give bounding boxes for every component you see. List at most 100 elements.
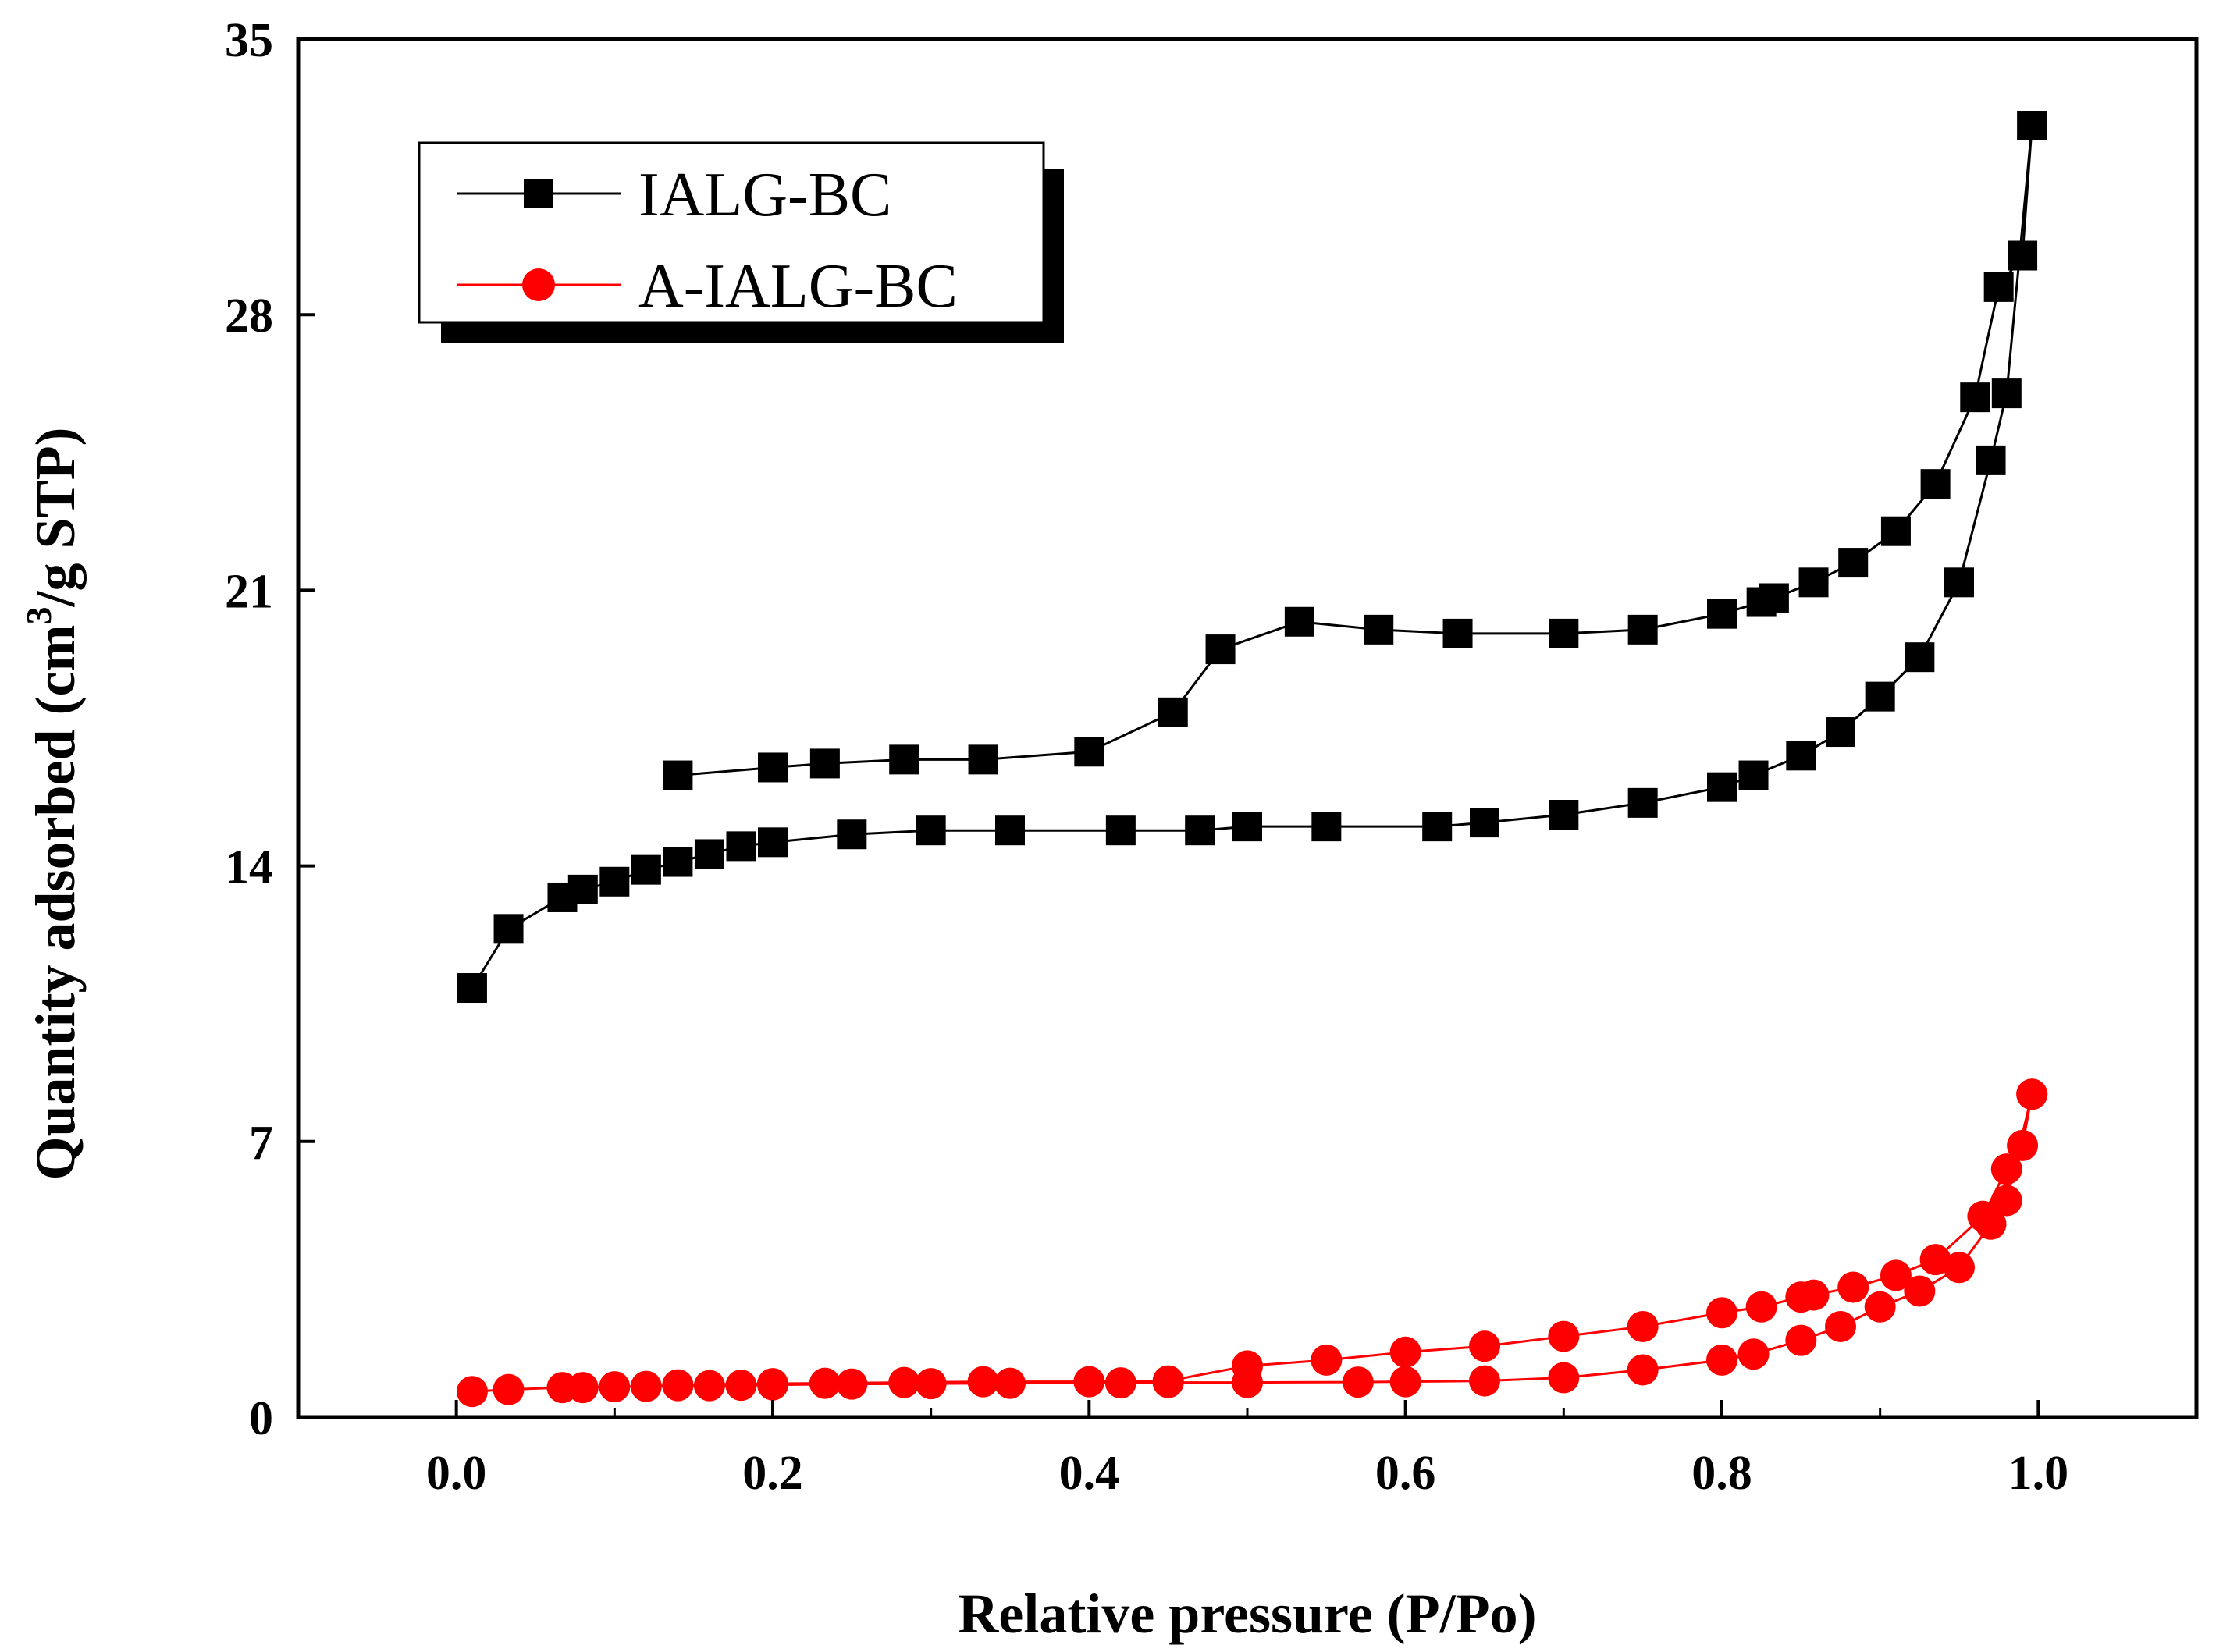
- ialg-bc-adsorption-point: [1232, 812, 1262, 842]
- a-ialg-bc-adsorption-point: [1104, 1367, 1136, 1399]
- legend-marker-a-ialg-bc: [522, 268, 555, 301]
- ialg-bc-adsorption-point: [916, 815, 946, 846]
- ialg-bc-adsorption-point: [758, 827, 788, 858]
- ialg-bc-desorption-point: [2008, 240, 2038, 271]
- ialg-bc-desorption-point: [889, 744, 919, 775]
- ialg-bc-desorption-point: [758, 752, 788, 783]
- a-ialg-bc-adsorption-point: [1864, 1291, 1896, 1323]
- a-ialg-bc-adsorption-point: [1825, 1310, 1856, 1342]
- legend-marker-ialg-bc: [524, 179, 553, 208]
- y-axis-title-main: Quantity adsorbed (cm: [24, 625, 87, 1181]
- ialg-bc-adsorption-point: [1991, 378, 2022, 409]
- a-ialg-bc-adsorption-point: [1944, 1252, 1975, 1284]
- a-ialg-bc-adsorption-point: [836, 1368, 868, 1400]
- series-a-ialg-bc: [456, 1078, 2048, 1408]
- ialg-bc-desorption-point: [968, 744, 998, 775]
- y-tick-label: 14: [225, 841, 273, 894]
- x-tick-label: 0.6: [1375, 1447, 1436, 1500]
- a-ialg-bc-desorption-point: [1745, 1291, 1777, 1323]
- a-ialg-bc-desorption-point: [662, 1369, 694, 1401]
- a-ialg-bc-desorption-point: [1627, 1310, 1659, 1342]
- ialg-bc-adsorption-point: [1311, 812, 1342, 842]
- y-tick-label: 28: [225, 290, 273, 343]
- a-ialg-bc-adsorption-point: [1469, 1365, 1500, 1397]
- a-ialg-bc-desorption-point: [1548, 1320, 1580, 1352]
- ialg-bc-desorption-point: [1838, 548, 1869, 578]
- x-tick-label: 0.2: [742, 1447, 803, 1500]
- a-ialg-bc-desorption-point: [967, 1366, 999, 1398]
- ialg-bc-adsorption-point: [1549, 800, 1579, 830]
- ialg-bc-desorption-point: [1880, 516, 1911, 546]
- ialg-bc-adsorption-point: [1422, 812, 1453, 842]
- ialg-bc-desorption-point: [1442, 618, 1473, 648]
- x-tick-label: 0.4: [1059, 1447, 1120, 1500]
- a-ialg-bc-desorption-point: [1706, 1297, 1737, 1329]
- y-tick-label: 7: [249, 1117, 273, 1170]
- ialg-bc-desorption-point: [1746, 587, 1777, 617]
- ialg-bc-desorption-point: [663, 760, 693, 790]
- a-ialg-bc-desorption-point: [1919, 1244, 1951, 1276]
- axis-ticks: 0.0 0.2 0.4 0.6 0.8 1.0 0 7 14 21 28 35: [225, 14, 2198, 1500]
- a-ialg-bc-desorption-point: [1785, 1281, 1817, 1313]
- a-ialg-bc-adsorption-point: [1548, 1362, 1580, 1394]
- ialg-bc-adsorption-point: [1976, 445, 2006, 475]
- a-ialg-bc-adsorption-point: [1627, 1354, 1659, 1386]
- a-ialg-bc-desorption-point: [1311, 1344, 1343, 1376]
- ialg-bc-adsorption-point: [493, 914, 524, 944]
- ialg-bc-adsorption-point: [694, 839, 724, 869]
- ialg-bc-desorption-point: [2017, 111, 2047, 141]
- legend: IALG-BC A-IALG-BC: [418, 141, 1064, 343]
- a-ialg-bc-adsorption-point: [1785, 1324, 1817, 1356]
- data-marks: [456, 111, 2048, 1408]
- ialg-bc-adsorption-point: [1185, 815, 1215, 846]
- ialg-bc-adsorption-point: [1105, 815, 1136, 846]
- ialg-bc-adsorption-point: [1944, 567, 1974, 598]
- series-ialg-bc: [457, 111, 2047, 1004]
- ialg-bc-adsorption-point: [1738, 760, 1769, 790]
- ialg-bc-desorption-point: [1364, 614, 1394, 645]
- x-tick-label: 0.8: [1691, 1447, 1752, 1500]
- y-axis-title-unit: /g STP): [24, 427, 87, 607]
- a-ialg-bc-adsorption-point: [630, 1370, 662, 1402]
- ialg-bc-desorption-point: [1205, 634, 1236, 665]
- a-ialg-bc-desorption-point: [2016, 1078, 2048, 1110]
- ialg-bc-desorption-point: [1983, 272, 2014, 302]
- a-ialg-bc-adsorption-point: [1904, 1275, 1936, 1307]
- ialg-bc-desorption-point: [1920, 469, 1951, 499]
- ialg-bc-desorption-point: [1627, 614, 1658, 645]
- y-tick-label: 0: [249, 1392, 273, 1445]
- ialg-bc-desorption-point: [1960, 382, 1990, 413]
- ialg-bc-adsorption-point: [1707, 772, 1737, 802]
- a-ialg-bc-desorption-point: [1469, 1330, 1500, 1362]
- a-ialg-bc-adsorption-point: [1389, 1366, 1421, 1398]
- ialg-bc-desorption-point: [1284, 606, 1314, 637]
- ialg-bc-adsorption-point: [837, 819, 867, 850]
- ialg-bc-adsorption-point: [1865, 681, 1895, 712]
- a-ialg-bc-adsorption-point: [493, 1373, 525, 1405]
- a-ialg-bc-desorption-point: [809, 1367, 841, 1399]
- a-ialg-bc-adsorption-point: [994, 1367, 1026, 1399]
- y-tick-label: 35: [225, 14, 273, 67]
- a-ialg-bc-desorption-point: [1389, 1336, 1421, 1368]
- ialg-bc-adsorption-point: [995, 815, 1025, 846]
- a-ialg-bc-desorption-point: [1880, 1259, 1912, 1291]
- a-ialg-bc-adsorption-point: [599, 1371, 631, 1403]
- ialg-bc-desorption-point: [1707, 599, 1737, 629]
- a-ialg-bc-adsorption-point: [693, 1370, 725, 1402]
- legend-label-ialg-bc: IALG-BC: [638, 161, 891, 229]
- a-ialg-bc-adsorption-point: [915, 1368, 947, 1400]
- ialg-bc-adsorption-point: [567, 874, 598, 904]
- ialg-bc-desorption-point: [809, 748, 840, 779]
- ialg-bc-adsorption-point: [1905, 642, 1935, 673]
- y-axis-title: Quantity adsorbed (cm3/g STP): [19, 427, 87, 1180]
- a-ialg-bc-adsorption-point: [456, 1376, 488, 1408]
- ialg-bc-adsorption-point: [726, 831, 756, 862]
- a-ialg-bc-desorption-point: [1967, 1200, 1999, 1232]
- a-ialg-bc-desorption-point: [1152, 1365, 1184, 1397]
- a-ialg-bc-desorption-point: [2007, 1129, 2039, 1161]
- a-ialg-bc-adsorption-point: [1737, 1338, 1770, 1370]
- legend-box: [418, 141, 1045, 324]
- ialg-bc-desorption-point: [1074, 737, 1104, 767]
- a-ialg-bc-desorption-point: [1073, 1366, 1105, 1398]
